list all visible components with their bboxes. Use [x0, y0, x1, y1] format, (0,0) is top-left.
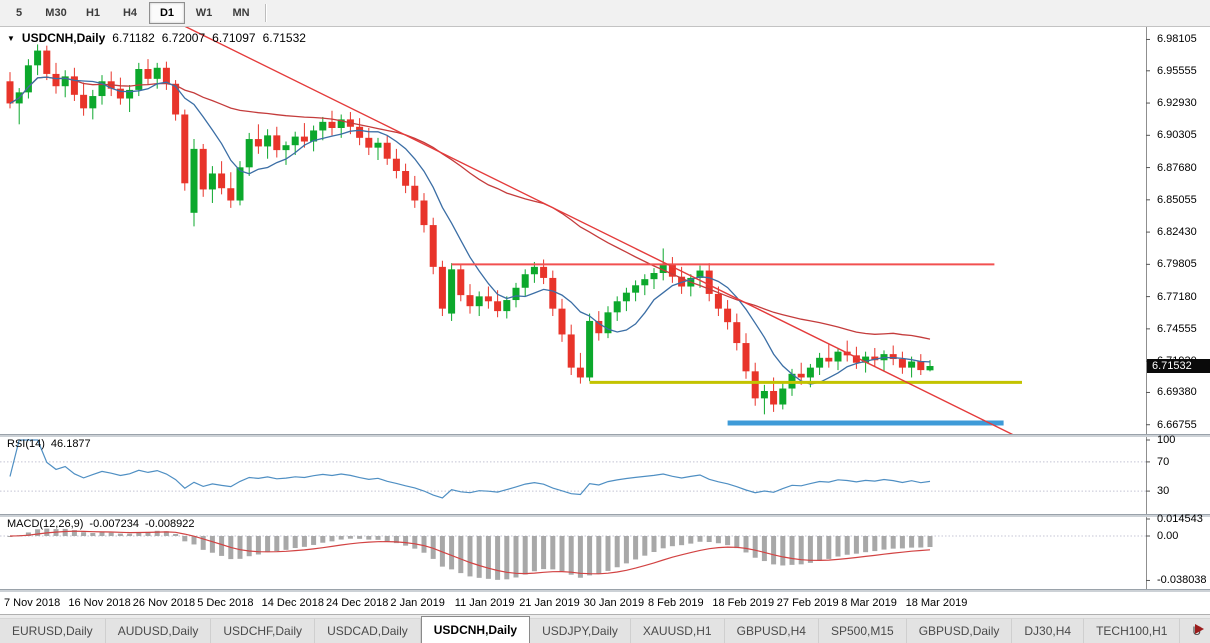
timeframe-button-h1[interactable]: H1	[85, 7, 101, 19]
chart-tab-bar: EURUSD,Daily AUDUSD,Daily USDCHF,Daily USDC…	[0, 614, 1210, 643]
timeframe-toolbar: 5 M30 H1 H4 D1 W1 MN	[0, 0, 1210, 27]
panel-separator[interactable]	[0, 434, 1210, 437]
ohlc-close: 6.71532	[262, 31, 306, 45]
timeframe-button-5[interactable]: 5	[15, 7, 23, 19]
price-axis-label: 6.90305	[1157, 129, 1197, 142]
time-axis-label: 21 Jan 2019	[519, 597, 580, 609]
rsi-current-value: 46.1877	[50, 438, 91, 450]
timeframe-button-mn[interactable]: MN	[232, 7, 250, 19]
chart-objects-layer	[184, 26, 1022, 435]
time-axis-label: 8 Feb 2019	[648, 597, 704, 609]
time-axis-label: 11 Jan 2019	[454, 597, 515, 609]
price-axis-label: 6.79805	[1157, 258, 1197, 271]
panel-separator[interactable]	[0, 589, 1210, 592]
rsi-layer	[0, 439, 1146, 499]
time-axis-label: 2 Jan 2019	[390, 597, 445, 609]
price-axis-label: 6.69380	[1157, 386, 1197, 399]
timeframe-button-h4[interactable]: H4	[122, 7, 138, 19]
macd-main-value: -0.007234	[89, 518, 139, 530]
panel-separator[interactable]	[0, 514, 1210, 517]
ohlc-open: 6.71182	[112, 31, 155, 45]
time-axis-label: 5 Dec 2018	[197, 597, 254, 609]
price-axis-label: 6.98105	[1157, 33, 1197, 46]
price-axis-label: 6.82430	[1157, 226, 1197, 239]
price-axis-label: 6.95555	[1157, 64, 1197, 77]
time-axis-label: 26 Nov 2018	[132, 597, 196, 609]
rsi-axis-label: 100	[1157, 434, 1176, 446]
macd-axis-label: -0.038038	[1157, 574, 1207, 587]
macd-axis-label: 0.00	[1157, 530, 1179, 542]
chart-title: ▼ USDCNH,Daily 6.71182 6.72007 6.71097 6…	[7, 31, 306, 45]
time-axis-label: 7 Nov 2018	[4, 597, 61, 609]
time-axis-label: 27 Feb 2019	[776, 597, 839, 609]
chart-tab-xauusd-h1[interactable]: XAUUSD,H1	[630, 618, 725, 643]
rsi-axis-label: 30	[1157, 485, 1170, 498]
ohlc-high: 6.72007	[161, 31, 206, 45]
candles-layer	[6, 44, 934, 415]
chart-tab-usdjpy-daily[interactable]: USDJPY,Daily	[530, 618, 631, 643]
price-axis-label: 6.85055	[1157, 193, 1197, 206]
chart-tab-audusd-daily[interactable]: AUDUSD,Daily	[105, 618, 212, 643]
timeframe-button-m30[interactable]: M30	[45, 7, 67, 19]
time-axis-label: 18 Feb 2019	[712, 597, 775, 609]
price-axis-label: 6.74555	[1157, 322, 1197, 335]
chart-tab-gbpusd-h4[interactable]: GBPUSD,H4	[724, 618, 819, 643]
chart-tabs: EURUSD,Daily AUDUSD,Daily USDCHF,Daily USDC…	[0, 616, 1210, 643]
time-axis-label: 8 Mar 2019	[841, 597, 897, 609]
toolbar-separator	[265, 4, 267, 22]
macd-signal-value: -0.008922	[144, 518, 195, 530]
chart-tab-usdcnh-daily[interactable]: USDCNH,Daily	[420, 616, 531, 643]
main-chart-layer	[6, 26, 1022, 435]
chart-tab-eurusd-daily[interactable]: EURUSD,Daily	[0, 618, 106, 643]
price-axis-label: 6.87680	[1157, 161, 1197, 174]
price-axis-label: 6.92930	[1157, 97, 1197, 110]
macd-panel-label: MACD(12,26,9) -0.007234 -0.008922	[7, 518, 195, 530]
symbol-period-label: USDCNH,Daily	[21, 31, 106, 45]
rsi-panel-label: RSI(14) 46.1877	[7, 438, 91, 450]
chart-menu-triangle-icon[interactable]: ▼	[7, 33, 15, 43]
price-axis-label: 6.77180	[1157, 290, 1197, 303]
chart-tab-dj30-h4[interactable]: DJ30,H4	[1012, 618, 1085, 643]
price-axis: 6.98105 6.95555 6.92930 6.90305 6.87680 6.850…	[1151, 0, 1210, 614]
time-axis-label: 16 Nov 2018	[68, 597, 131, 609]
timeframe-button-d1[interactable]: D1	[149, 2, 185, 24]
time-axis-label: 30 Jan 2019	[583, 597, 645, 609]
rsi-indicator-name: RSI(14)	[7, 438, 45, 450]
chart-tab-tech100-h1[interactable]: TECH100,H1	[1084, 618, 1181, 643]
timeframe-button-w1[interactable]: W1	[195, 7, 213, 19]
chart-tab-gbpusd-daily[interactable]: GBPUSD,Daily	[906, 618, 1013, 643]
time-axis-label: 14 Dec 2018	[261, 597, 324, 609]
chart-tab-usdcad-daily[interactable]: USDCAD,Daily	[315, 618, 421, 643]
chart-tab-sp500-m15[interactable]: SP500,M15	[818, 618, 907, 643]
current-price-badge: 6.71532	[1147, 359, 1210, 374]
chart-tab-usdchf-daily[interactable]: USDCHF,Daily	[211, 618, 316, 643]
time-axis-label: 18 Mar 2019	[905, 597, 968, 609]
tab-scroll-right-icon[interactable]	[1195, 624, 1204, 634]
macd-indicator-name: MACD(12,26,9)	[7, 518, 84, 530]
macd-layer	[0, 528, 1146, 580]
macd-axis-label: 0.014543	[1157, 512, 1203, 525]
time-axis-label: 24 Dec 2018	[326, 597, 389, 609]
rsi-axis-label: 70	[1157, 455, 1170, 468]
price-axis-label: 6.66755	[1157, 418, 1197, 431]
ohlc-low: 6.71097	[212, 31, 256, 45]
